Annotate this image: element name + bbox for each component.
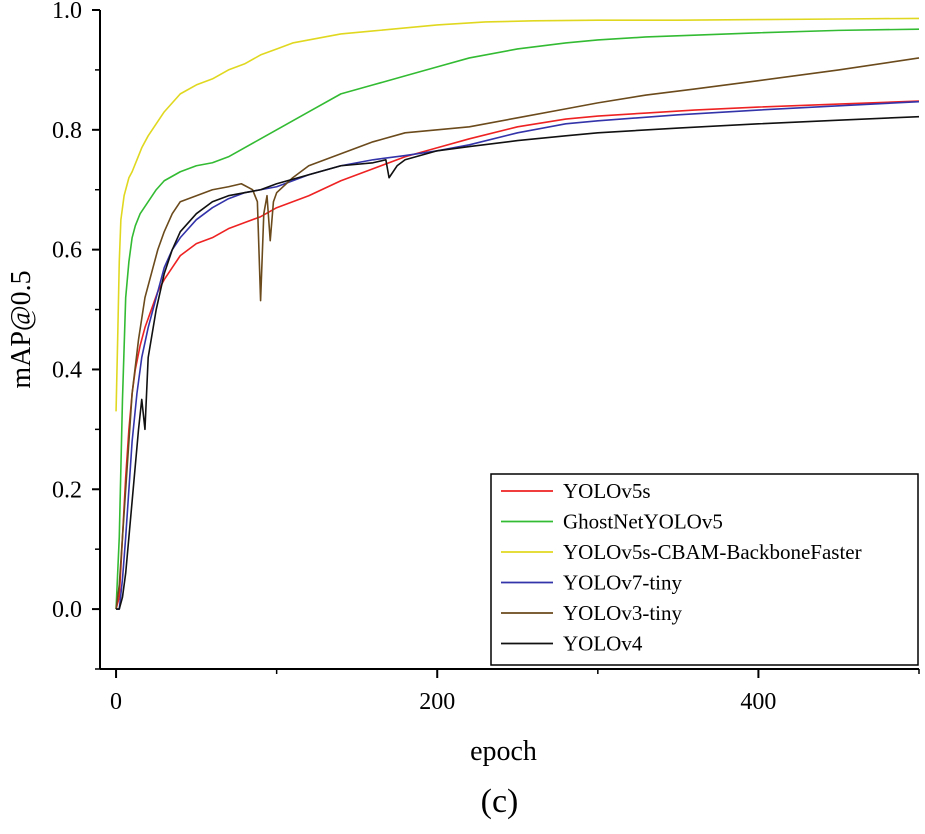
panel-label: (c) — [481, 783, 519, 820]
y-axis-title: mAP@0.5 — [6, 270, 37, 388]
legend: YOLOv5s GhostNetYOLOv5 YOLOv5s-CBAM-Backbo… — [490, 473, 919, 666]
y-tick-label: 0.6 — [52, 238, 82, 264]
series-line-yolov3-tiny — [115, 57, 920, 610]
legend-label: YOLOv4 — [563, 632, 643, 656]
legend-label: YOLOv5s — [563, 479, 651, 503]
series-line-ghostnetyolov5 — [115, 28, 920, 610]
series-line-yolov4 — [116, 115, 920, 610]
legend-box — [490, 473, 919, 666]
y-tick-label: 1.0 — [52, 0, 82, 24]
y-tick-label: 0.8 — [52, 118, 82, 144]
x-tick-label: 400 — [740, 689, 776, 715]
x-tick-label: 0 — [110, 689, 122, 715]
y-tick-label: 0.0 — [52, 597, 82, 623]
x-tick-label: 200 — [419, 689, 455, 715]
axis-labels: epoch mAP@0.5 (c) — [6, 270, 537, 820]
legend-label: GhostNetYOLOv5 — [563, 510, 723, 534]
legend-label: YOLOv5s-CBAM-BackboneFaster — [563, 540, 862, 564]
axes: 0.0 0.2 0.4 0.6 0.8 1.0 0 200 400 — [52, 0, 920, 715]
legend-label: YOLOv3-tiny — [563, 601, 682, 625]
y-tick-label: 0.2 — [52, 477, 82, 503]
legend-label: YOLOv7-tiny — [563, 571, 682, 595]
y-tick-label: 0.4 — [52, 357, 82, 383]
series-lines — [115, 17, 920, 610]
x-axis-title: epoch — [470, 736, 537, 767]
series-line-yolov5s-cbam-backbonefaster — [115, 17, 920, 412]
